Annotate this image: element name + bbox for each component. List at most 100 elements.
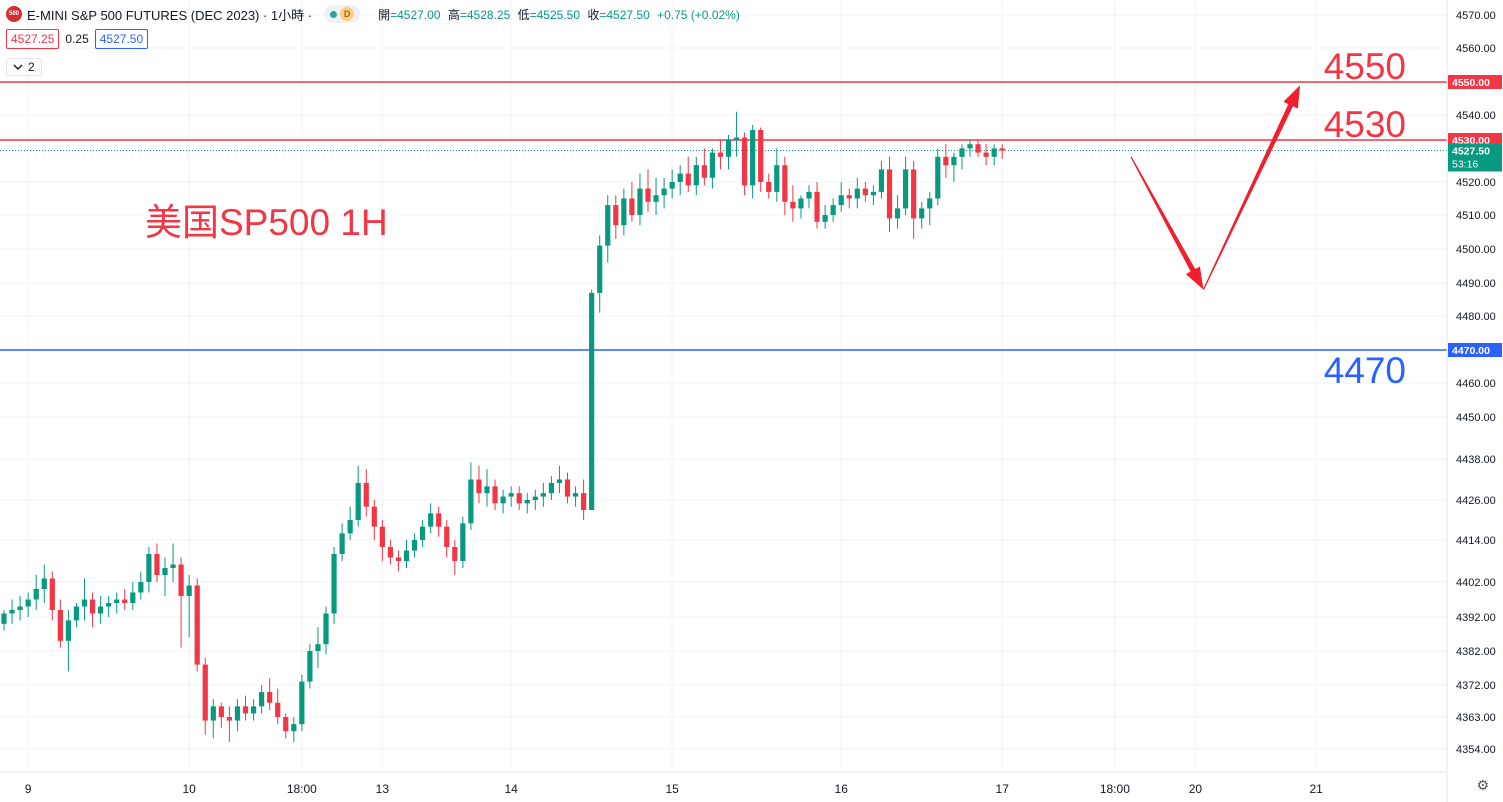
candle-body bbox=[524, 500, 530, 504]
candle-body bbox=[234, 706, 241, 721]
symbol-title[interactable]: E-MINI S&P 500 FUTURES (DEC 2023) · 1小時 … bbox=[27, 7, 313, 23]
candle-body bbox=[685, 173, 691, 186]
price-tick-label: 4510.00 bbox=[1456, 210, 1496, 222]
candle-body bbox=[709, 152, 715, 178]
candle-body bbox=[975, 144, 981, 153]
candle-body bbox=[267, 692, 273, 703]
candle-body bbox=[363, 482, 369, 507]
candle-body bbox=[581, 493, 587, 510]
close-label: 收 bbox=[587, 7, 600, 22]
candle-body bbox=[411, 540, 418, 551]
candle-body bbox=[862, 188, 868, 196]
candle-body bbox=[339, 533, 345, 554]
low-label: 低 bbox=[517, 7, 530, 22]
candle-body bbox=[387, 547, 393, 558]
time-axis[interactable]: 9 10 18:00 13 14 15 16 17 18:00 20 21 bbox=[0, 771, 1447, 796]
candle-body bbox=[395, 557, 402, 561]
candle-body bbox=[870, 191, 876, 196]
candle-body bbox=[790, 201, 796, 209]
candle-body bbox=[822, 215, 828, 222]
candle-body bbox=[927, 198, 933, 209]
bid-price-button[interactable]: 4527.25 bbox=[6, 29, 60, 49]
price-tick-label: 4480.00 bbox=[1456, 311, 1496, 323]
candle-body bbox=[894, 208, 901, 219]
chevron-down-icon bbox=[13, 64, 23, 70]
candle-body bbox=[259, 692, 265, 707]
candle-body bbox=[33, 589, 39, 600]
projection-arrow bbox=[1202, 85, 1301, 290]
symbol-logo-icon: 500 bbox=[6, 6, 22, 22]
price-tick-label: 4500.00 bbox=[1456, 244, 1496, 256]
candle-body bbox=[556, 479, 563, 483]
candle-body bbox=[725, 140, 732, 157]
candle-body bbox=[951, 156, 957, 166]
time-tick-label: 17 bbox=[996, 782, 1010, 796]
price-tick-label: 4450.00 bbox=[1456, 412, 1496, 424]
candle-body bbox=[677, 173, 683, 182]
price-tick-label: 4560.00 bbox=[1456, 43, 1496, 55]
time-tick-label: 9 bbox=[25, 782, 32, 796]
candle-body bbox=[766, 182, 772, 192]
candle-body bbox=[428, 513, 434, 527]
price-tick-label: 4354.00 bbox=[1456, 744, 1496, 756]
candle-body bbox=[420, 526, 426, 540]
candle-body bbox=[878, 169, 885, 192]
candle-body bbox=[814, 191, 820, 222]
level-big-label: 4550 bbox=[1324, 46, 1406, 87]
change-value: +0.75 (+0.02%) bbox=[657, 7, 740, 22]
candle-body bbox=[73, 606, 80, 621]
projection-arrow bbox=[1130, 156, 1204, 290]
candle-body bbox=[701, 165, 707, 178]
candle-body bbox=[106, 603, 112, 607]
last-price-tag bbox=[1448, 143, 1502, 172]
candle-body bbox=[331, 554, 337, 614]
candle-body bbox=[508, 493, 514, 497]
candle-body bbox=[460, 523, 466, 561]
market-status-pill[interactable]: D bbox=[324, 5, 361, 23]
candle-body bbox=[146, 554, 152, 582]
price-tick-label: 4540.00 bbox=[1456, 110, 1496, 122]
high-value: =4528.25 bbox=[459, 7, 511, 22]
candle-body bbox=[162, 568, 168, 575]
delayed-badge: D bbox=[340, 7, 355, 21]
candle-body bbox=[669, 182, 675, 189]
settings-gear-icon[interactable]: ⚙ bbox=[1476, 777, 1489, 793]
grid-lines bbox=[0, 0, 1447, 770]
candle-body bbox=[661, 188, 667, 196]
indicators-toggle[interactable]: 2 bbox=[6, 58, 42, 76]
candle-body bbox=[589, 292, 595, 510]
candle-body bbox=[25, 599, 31, 607]
candle-body bbox=[138, 582, 144, 593]
candle-body bbox=[540, 493, 546, 497]
candle-body bbox=[476, 479, 482, 494]
horizontal-levels bbox=[0, 81, 1447, 351]
ask-price-button[interactable]: 4527.50 bbox=[94, 29, 149, 49]
close-value: =4527.50 bbox=[599, 7, 650, 22]
candle-body bbox=[629, 198, 635, 215]
open-value: =4527.00 bbox=[390, 7, 441, 22]
candle-body bbox=[323, 613, 329, 645]
candle-body bbox=[9, 610, 15, 614]
candle-body bbox=[605, 205, 611, 246]
candle-body bbox=[275, 702, 281, 717]
indicators-count: 2 bbox=[28, 60, 35, 74]
candle-body bbox=[597, 245, 603, 293]
candle-body bbox=[315, 644, 321, 651]
candle-body bbox=[983, 152, 989, 157]
candle-body bbox=[572, 493, 579, 497]
candle-body bbox=[436, 513, 442, 527]
level-labels: 4550 4530 4470 bbox=[1324, 46, 1406, 391]
candle-body bbox=[943, 156, 949, 166]
candle-body bbox=[355, 482, 361, 520]
candle-body bbox=[967, 144, 973, 149]
price-axis[interactable]: 4570.004560.004550.004540.004530.004520.… bbox=[1446, 0, 1502, 802]
candle-body bbox=[130, 592, 136, 603]
price-tick-label: 4438.00 bbox=[1456, 454, 1496, 466]
price-tick-label: 4372.00 bbox=[1456, 680, 1496, 692]
level-price-tag-text: 4550.00 bbox=[1452, 77, 1490, 89]
candle-body bbox=[613, 205, 619, 226]
candles bbox=[1, 111, 1005, 742]
time-tick-label: 18:00 bbox=[1100, 782, 1130, 796]
chart-annotation: 美国SP500 1H bbox=[145, 202, 388, 243]
